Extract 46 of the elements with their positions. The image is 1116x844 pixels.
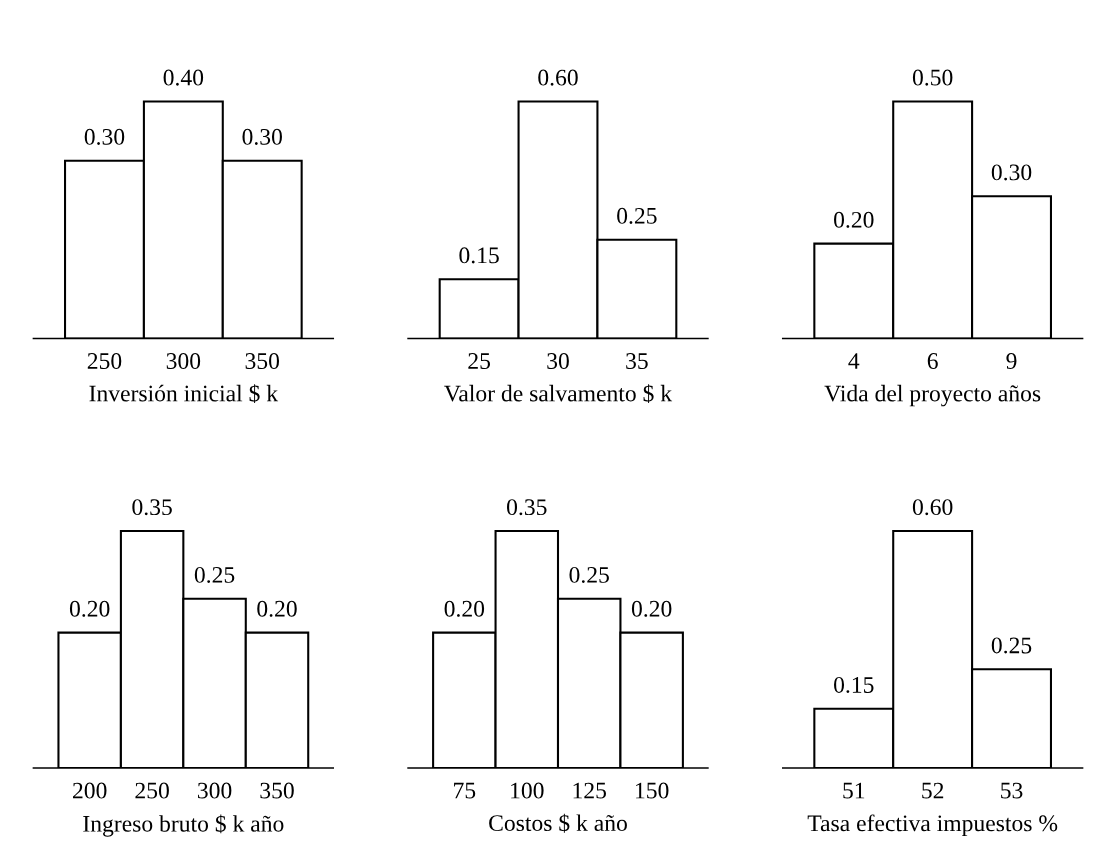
data-label: 0.50 [912, 69, 953, 86]
data-label: 0.30 [242, 128, 282, 145]
data-label: 0.40 [163, 69, 204, 86]
x-axis-title: Costos $ k año [489, 813, 627, 833]
data-label: 0.25 [194, 566, 235, 583]
x-tick-label: 6 [927, 353, 938, 369]
x-tick-label: 25 [468, 353, 491, 369]
x-tick-label: 35 [626, 353, 648, 369]
data-label: 0.15 [834, 676, 874, 693]
x-tick-label: 200 [73, 782, 107, 799]
x-tick-label: 30 [547, 353, 569, 369]
x-tick-label: 9 [1006, 353, 1017, 369]
x-tick-label: 125 [573, 782, 607, 799]
data-label: 0.20 [834, 211, 874, 228]
data-label: 0.25 [617, 207, 657, 224]
x-tick-label: 53 [1001, 782, 1023, 799]
data-label: 0.25 [991, 637, 1032, 654]
x-tick-label: 51 [843, 782, 865, 799]
x-tick-label: 300 [166, 353, 201, 369]
data-label: 0.15 [459, 247, 499, 264]
x-axis-title: Tasa efectiva impuestos % [807, 814, 1058, 837]
x-axis-title: Vida del proyecto años [824, 384, 1041, 407]
data-label: 0.35 [132, 499, 172, 516]
x-tick-label: 350 [260, 782, 294, 799]
data-label: 0.35 [507, 499, 547, 516]
data-label: 0.20 [444, 600, 485, 617]
data-label: 0.30 [84, 128, 125, 145]
x-axis-title: Ingreso bruto $ k año [83, 814, 284, 837]
x-tick-label: 250 [135, 782, 169, 799]
x-tick-label: 350 [245, 353, 280, 369]
x-tick-label: 300 [197, 782, 232, 799]
x-tick-label: 4 [848, 353, 860, 369]
x-tick-label: 100 [511, 782, 544, 799]
x-tick-label: 250 [87, 353, 122, 369]
data-label: 0.25 [569, 566, 609, 583]
data-label: 0.20 [69, 600, 110, 617]
data-label: 0.60 [538, 69, 578, 86]
x-tick-label: 75 [454, 782, 476, 799]
x-tick-label: 150 [636, 782, 669, 799]
data-label: 0.60 [912, 499, 953, 516]
x-tick-label: 52 [922, 782, 944, 799]
data-label: 0.30 [991, 164, 1032, 181]
data-label: 0.20 [631, 600, 672, 617]
x-axis-title: Inversión inicial $ k [89, 384, 279, 404]
x-axis-title: Valor de salvamento $ k [444, 384, 673, 404]
data-label: 0.20 [257, 600, 297, 617]
